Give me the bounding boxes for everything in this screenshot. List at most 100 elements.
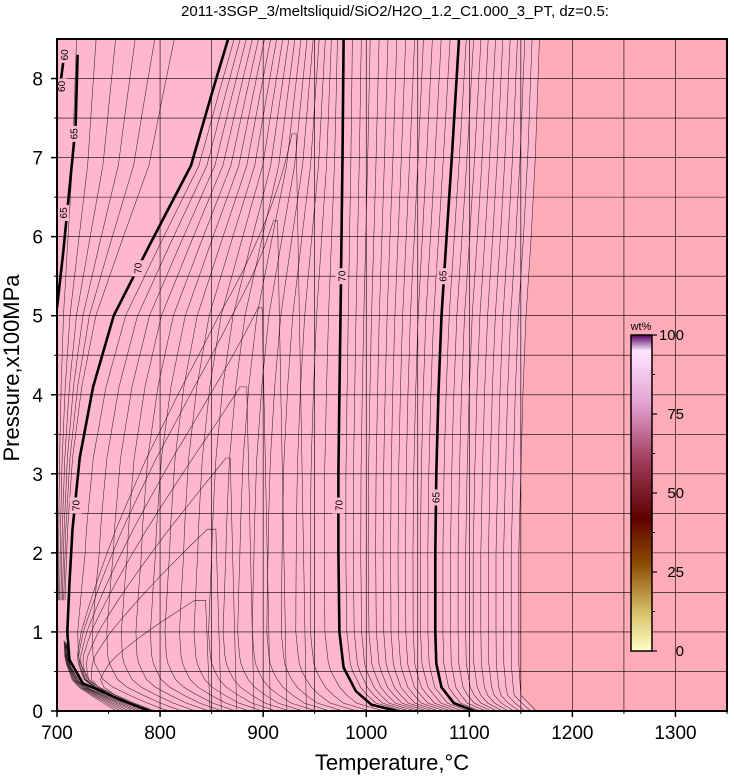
x-axis-ticks: 700 800 900 1000 1100 1200 1300 — [41, 711, 728, 744]
contour-line — [375, 39, 427, 711]
y-axis-label: Pressure,x100MPa — [0, 274, 24, 462]
svg-text:65: 65 — [431, 492, 442, 504]
grid-lines — [57, 39, 727, 711]
contour-label-65: 65 — [67, 125, 80, 142]
svg-text:65: 65 — [59, 207, 70, 219]
svg-text:65: 65 — [439, 270, 450, 282]
contour-label-60: 60 — [58, 46, 71, 63]
x-axis-label: Temperature,°C — [315, 750, 469, 775]
contour-line — [510, 39, 533, 711]
contour-65 — [434, 39, 475, 711]
contour-line — [465, 39, 498, 711]
contour-line — [64, 39, 175, 601]
contour-label-70: 70 — [332, 497, 345, 514]
svg-text:70: 70 — [133, 262, 144, 274]
y-tick-label: 2 — [32, 544, 43, 565]
contour-label-70: 70 — [131, 260, 144, 277]
chart-title: 2011-3SGP_3/meltsliquid/SiO2/H2O_1.2_C1.… — [181, 3, 609, 20]
colorbar-tick-label: 75 — [667, 406, 684, 423]
contour-line — [77, 39, 235, 711]
contour-line — [208, 39, 290, 711]
colorbar-ticks: 0 25 50 75 100 — [652, 327, 684, 660]
x-tick-label: 1000 — [345, 723, 387, 744]
contour-line — [82, 386, 255, 711]
contour-line — [367, 39, 421, 711]
contour-line — [92, 39, 241, 711]
contour-line — [60, 39, 116, 601]
contour-line — [457, 39, 492, 711]
contour-line — [420, 39, 463, 711]
contour-line — [62, 39, 136, 601]
y-tick-label: 5 — [32, 307, 43, 328]
contour-line — [353, 39, 410, 711]
contour-label-70: 70 — [335, 268, 348, 285]
contour-line — [281, 39, 344, 711]
svg-text:65: 65 — [69, 128, 80, 140]
x-tick-label: 700 — [41, 723, 73, 744]
contour-70 — [66, 39, 230, 711]
contour-line — [405, 39, 451, 711]
contour-line — [150, 39, 265, 711]
contour-line — [106, 39, 247, 711]
plot-area: 70 70 70 70 65 65 65 65 60 60 — [57, 39, 727, 711]
y-tick-label: 1 — [32, 623, 43, 644]
x-tick-label: 1300 — [654, 723, 696, 744]
y-tick-label: 6 — [32, 228, 43, 249]
labeled-contours: 70 70 70 70 65 65 65 65 60 60 — [57, 39, 475, 711]
y-tick-label: 7 — [32, 149, 43, 170]
contour-line — [222, 39, 296, 711]
colorbar-tick-label: 0 — [676, 643, 684, 660]
svg-text:70: 70 — [337, 270, 348, 282]
contour-line — [66, 643, 138, 711]
contour-line — [382, 39, 433, 711]
thin-contours — [58, 39, 540, 711]
contour-line — [59, 39, 97, 601]
colorbar-tick-label: 100 — [659, 327, 684, 344]
svg-text:60: 60 — [60, 49, 71, 61]
contour-line — [77, 133, 307, 711]
contour-line — [65, 642, 134, 711]
contour-line — [179, 39, 277, 711]
y-tick-label: 4 — [32, 386, 43, 407]
contour-65 — [57, 54, 79, 308]
contour-line — [345, 39, 404, 711]
contour-line — [63, 39, 156, 601]
contour-line — [64, 641, 122, 711]
x-tick-label: 900 — [247, 723, 279, 744]
colorbar: wt% 0 25 50 75 100 — [630, 321, 684, 660]
contour-label-70: 70 — [69, 497, 83, 514]
contour-line — [121, 39, 253, 711]
contour-line — [64, 641, 126, 711]
colorbar-gradient — [630, 334, 653, 652]
y-tick-label: 0 — [32, 702, 43, 723]
contour-line — [450, 39, 486, 711]
y-axis-ticks: 0 1 2 3 4 5 6 7 8 — [32, 70, 57, 723]
svg-text:70: 70 — [72, 499, 83, 511]
contour-line — [266, 39, 330, 711]
contour-line — [164, 39, 271, 711]
contour-line — [412, 39, 457, 711]
contour-line — [472, 39, 503, 711]
contour-line — [488, 39, 514, 711]
contour-label-65: 65 — [57, 204, 70, 221]
contour-line — [66, 644, 142, 711]
plot-frame — [56, 38, 728, 712]
x-tick-label: 800 — [144, 723, 176, 744]
contour-line — [63, 640, 117, 711]
contour-line — [495, 39, 520, 711]
y-tick-label: 8 — [32, 70, 43, 91]
contour-line — [295, 39, 357, 711]
colorbar-tick-label: 50 — [667, 485, 684, 502]
contour-line — [480, 39, 509, 711]
contour-line — [86, 457, 237, 711]
x-tick-label: 1100 — [449, 723, 490, 744]
contour-line — [397, 39, 445, 711]
contour-label-65: 65 — [429, 489, 442, 506]
colorbar-title: wt% — [630, 321, 652, 333]
contour-line — [324, 39, 384, 711]
contour-line — [310, 39, 371, 711]
svg-text:60: 60 — [57, 80, 68, 92]
svg-text:70: 70 — [334, 499, 345, 511]
y-tick-label: 3 — [32, 465, 43, 486]
